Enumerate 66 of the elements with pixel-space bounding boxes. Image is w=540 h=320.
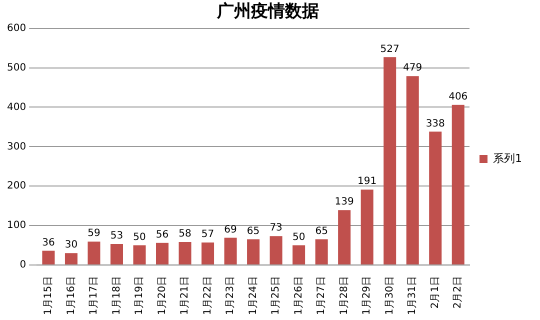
y-tick-label: 300 — [6, 141, 26, 152]
data-label: 406 — [448, 91, 468, 102]
x-tick-label: 1月30日 — [384, 276, 396, 316]
bar — [270, 236, 282, 264]
x-tick-label: 1月25日 — [270, 276, 282, 316]
bar — [292, 245, 306, 264]
bar — [338, 210, 351, 264]
x-tick-label: 2月1日 — [430, 276, 441, 309]
bar — [384, 57, 396, 264]
data-label: 59 — [88, 228, 100, 240]
data-label: 65 — [315, 226, 328, 237]
bar — [133, 245, 146, 264]
y-tick-label: 0 — [20, 260, 26, 271]
bar — [429, 132, 442, 264]
data-label: 30 — [64, 240, 78, 251]
data-label: 50 — [133, 232, 146, 243]
data-label: 50 — [292, 232, 306, 243]
data-label: 65 — [246, 226, 260, 237]
bar — [156, 242, 169, 264]
data-label: 58 — [178, 228, 192, 240]
bar — [202, 242, 214, 264]
x-tick-label: 1月31日 — [407, 276, 418, 316]
y-tick-label: 100 — [6, 220, 26, 232]
y-tick-label: 400 — [6, 102, 26, 113]
x-tick-label: 1月26日 — [293, 276, 304, 316]
bar — [110, 244, 123, 264]
bar — [406, 76, 419, 264]
bar — [224, 238, 237, 264]
data-label: 527 — [380, 44, 400, 55]
bar — [452, 104, 464, 264]
data-label: 73 — [270, 222, 282, 234]
data-label: 57 — [201, 229, 214, 240]
bar — [64, 253, 78, 264]
data-label: 191 — [358, 176, 377, 188]
x-tick-label: 1月23日 — [225, 276, 236, 316]
data-label: 56 — [156, 229, 169, 240]
bar — [360, 190, 374, 264]
data-label: 479 — [403, 62, 422, 74]
bar — [88, 242, 100, 264]
y-tick-label: 200 — [6, 180, 26, 192]
chart-title: 广州疫情数据 — [216, 2, 319, 22]
data-label: 338 — [426, 118, 445, 130]
x-tick-label: 1月20日 — [156, 276, 168, 316]
x-tick-label: 1月18日 — [111, 276, 122, 316]
y-tick-label: 600 — [6, 22, 26, 34]
x-tick-label: 1月24日 — [248, 276, 259, 316]
data-label: 53 — [110, 230, 124, 242]
data-label: 69 — [224, 224, 237, 236]
data-label: 139 — [334, 196, 354, 208]
bar — [178, 242, 192, 264]
x-tick-label: 1月28日 — [338, 276, 350, 316]
x-tick-label: 1月17日 — [88, 276, 100, 316]
bar — [42, 250, 55, 264]
x-tick-label: 1月15日 — [43, 276, 54, 316]
bar — [315, 239, 328, 264]
bar — [247, 239, 260, 264]
x-tick-label: 1月19日 — [134, 276, 146, 316]
x-tick-label: 1月21日 — [180, 276, 191, 316]
legend-label: 系列1 — [493, 152, 522, 165]
y-tick-label: 500 — [6, 62, 26, 74]
data-label: 36 — [42, 237, 55, 248]
x-tick-label: 1月22日 — [202, 276, 214, 316]
x-tick-label: 2月2日 — [452, 276, 464, 309]
x-tick-label: 1月27日 — [316, 276, 328, 316]
x-tick-label: 1月29日 — [362, 276, 373, 316]
x-tick-label: 1月16日 — [66, 276, 77, 316]
